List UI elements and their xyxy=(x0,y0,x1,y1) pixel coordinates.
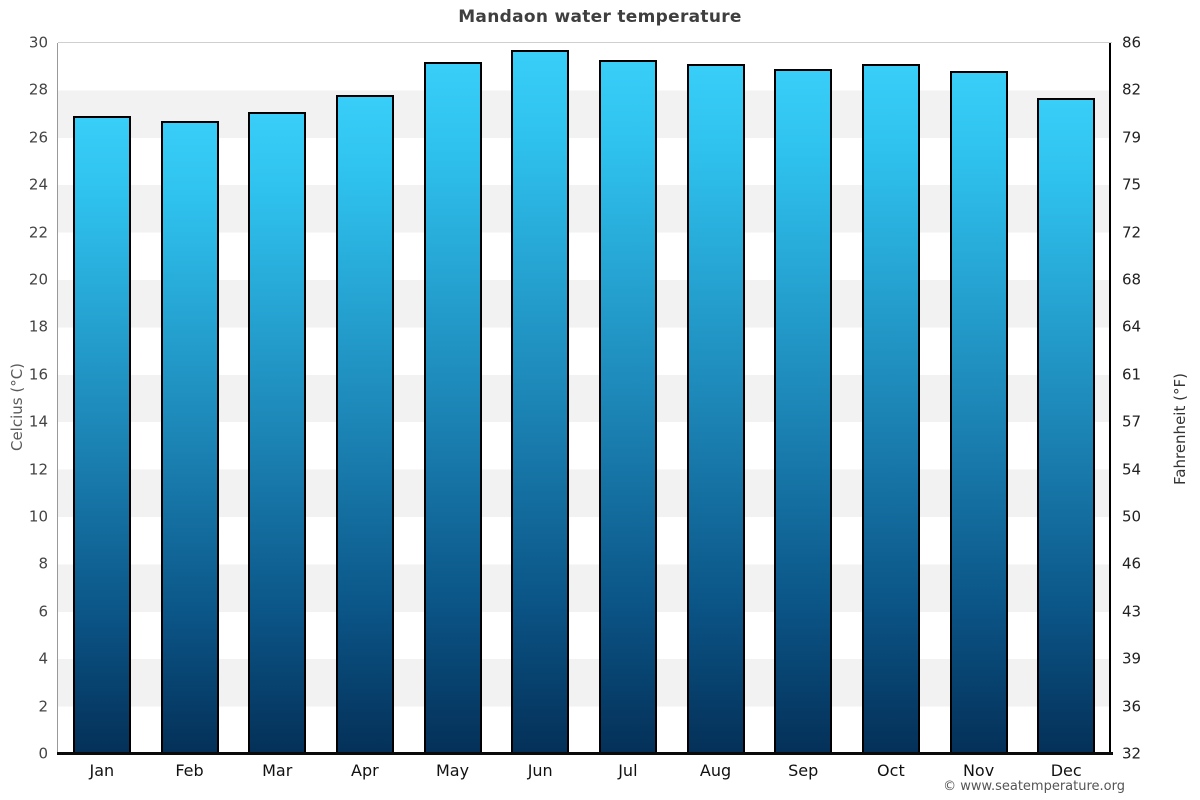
bar-slot-feb xyxy=(146,43,234,754)
right-tick-72: 72 xyxy=(1122,223,1142,242)
month-label-jan: Jan xyxy=(89,761,115,780)
left-tick-2: 2 xyxy=(38,697,48,716)
bar-sep[interactable] xyxy=(774,69,833,754)
month-label-aug: Aug xyxy=(699,761,732,780)
bar-oct[interactable] xyxy=(861,64,920,754)
bar-slot-dec xyxy=(1022,43,1110,754)
left-tick-14: 14 xyxy=(28,412,48,431)
right-tick-36: 36 xyxy=(1122,697,1142,716)
chart-title: Mandaon water temperature xyxy=(458,7,742,27)
right-tick-86: 86 xyxy=(1122,33,1142,52)
month-label-sep: Sep xyxy=(788,761,819,780)
gridline-top xyxy=(58,42,1112,43)
bar-slot-sep xyxy=(759,43,847,754)
bar-series xyxy=(58,43,1110,754)
bar-aug[interactable] xyxy=(686,64,745,754)
watermark: © www.seatemperature.org xyxy=(943,779,1125,794)
month-label-nov: Nov xyxy=(962,761,995,780)
bar-may[interactable] xyxy=(423,61,482,754)
plot-area xyxy=(58,43,1110,754)
bar-slot-jun xyxy=(496,43,584,754)
left-tick-24: 24 xyxy=(28,175,48,194)
right-tick-46: 46 xyxy=(1122,554,1142,573)
x-axis-labels: Jan Feb Mar Apr May Jun Jul Aug Sep Oct Nov Dec xyxy=(58,761,1110,780)
left-tick-26: 26 xyxy=(28,128,48,147)
bar-apr[interactable] xyxy=(335,95,394,754)
right-tick-64: 64 xyxy=(1122,317,1142,336)
month-label-jul: Jul xyxy=(618,761,638,780)
x-axis-line xyxy=(57,752,1113,755)
bar-feb[interactable] xyxy=(160,121,219,754)
bar-slot-oct xyxy=(847,43,935,754)
left-tick-12: 12 xyxy=(28,460,48,479)
month-label-dec: Dec xyxy=(1050,761,1082,780)
left-tick-22: 22 xyxy=(28,223,48,242)
bar-jun[interactable] xyxy=(511,50,570,754)
month-label-feb: Feb xyxy=(175,761,204,780)
bar-slot-jul xyxy=(584,43,672,754)
left-tick-6: 6 xyxy=(38,602,48,621)
month-label-jun: Jun xyxy=(527,761,553,780)
month-label-oct: Oct xyxy=(877,761,905,780)
bar-jul[interactable] xyxy=(598,59,657,754)
bar-slot-jan xyxy=(58,43,146,754)
bar-nov[interactable] xyxy=(949,71,1008,754)
right-tick-43: 43 xyxy=(1122,602,1142,621)
bar-slot-nov xyxy=(935,43,1023,754)
left-tick-8: 8 xyxy=(38,554,48,573)
month-label-may: May xyxy=(435,761,470,780)
right-tick-57: 57 xyxy=(1122,412,1142,431)
bar-slot-may xyxy=(409,43,497,754)
bar-slot-mar xyxy=(233,43,321,754)
right-tick-61: 61 xyxy=(1122,365,1142,384)
right-tick-39: 39 xyxy=(1122,649,1142,668)
bar-slot-apr xyxy=(321,43,409,754)
left-tick-4: 4 xyxy=(38,649,48,668)
right-axis-title: Fahrenheit (°F) xyxy=(1171,373,1189,485)
month-label-mar: Mar xyxy=(262,761,293,780)
left-tick-18: 18 xyxy=(28,317,48,336)
right-tick-79: 79 xyxy=(1122,128,1142,147)
right-tick-82: 82 xyxy=(1122,80,1142,99)
left-tick-28: 28 xyxy=(28,80,48,99)
bar-mar[interactable] xyxy=(248,111,307,754)
left-tick-0: 0 xyxy=(38,744,48,763)
bar-dec[interactable] xyxy=(1037,97,1096,754)
left-tick-16: 16 xyxy=(28,365,48,384)
right-tick-75: 75 xyxy=(1122,175,1142,194)
right-tick-32: 32 xyxy=(1122,744,1142,763)
right-tick-50: 50 xyxy=(1122,507,1142,526)
left-tick-20: 20 xyxy=(28,270,48,289)
left-tick-30: 30 xyxy=(28,33,48,52)
bar-jan[interactable] xyxy=(72,116,131,754)
left-axis-line xyxy=(57,43,58,754)
right-axis-line xyxy=(1109,43,1111,754)
right-tick-54: 54 xyxy=(1122,460,1142,479)
right-tick-68: 68 xyxy=(1122,270,1142,289)
month-label-apr: Apr xyxy=(351,761,379,780)
left-tick-10: 10 xyxy=(28,507,48,526)
bar-slot-aug xyxy=(672,43,760,754)
